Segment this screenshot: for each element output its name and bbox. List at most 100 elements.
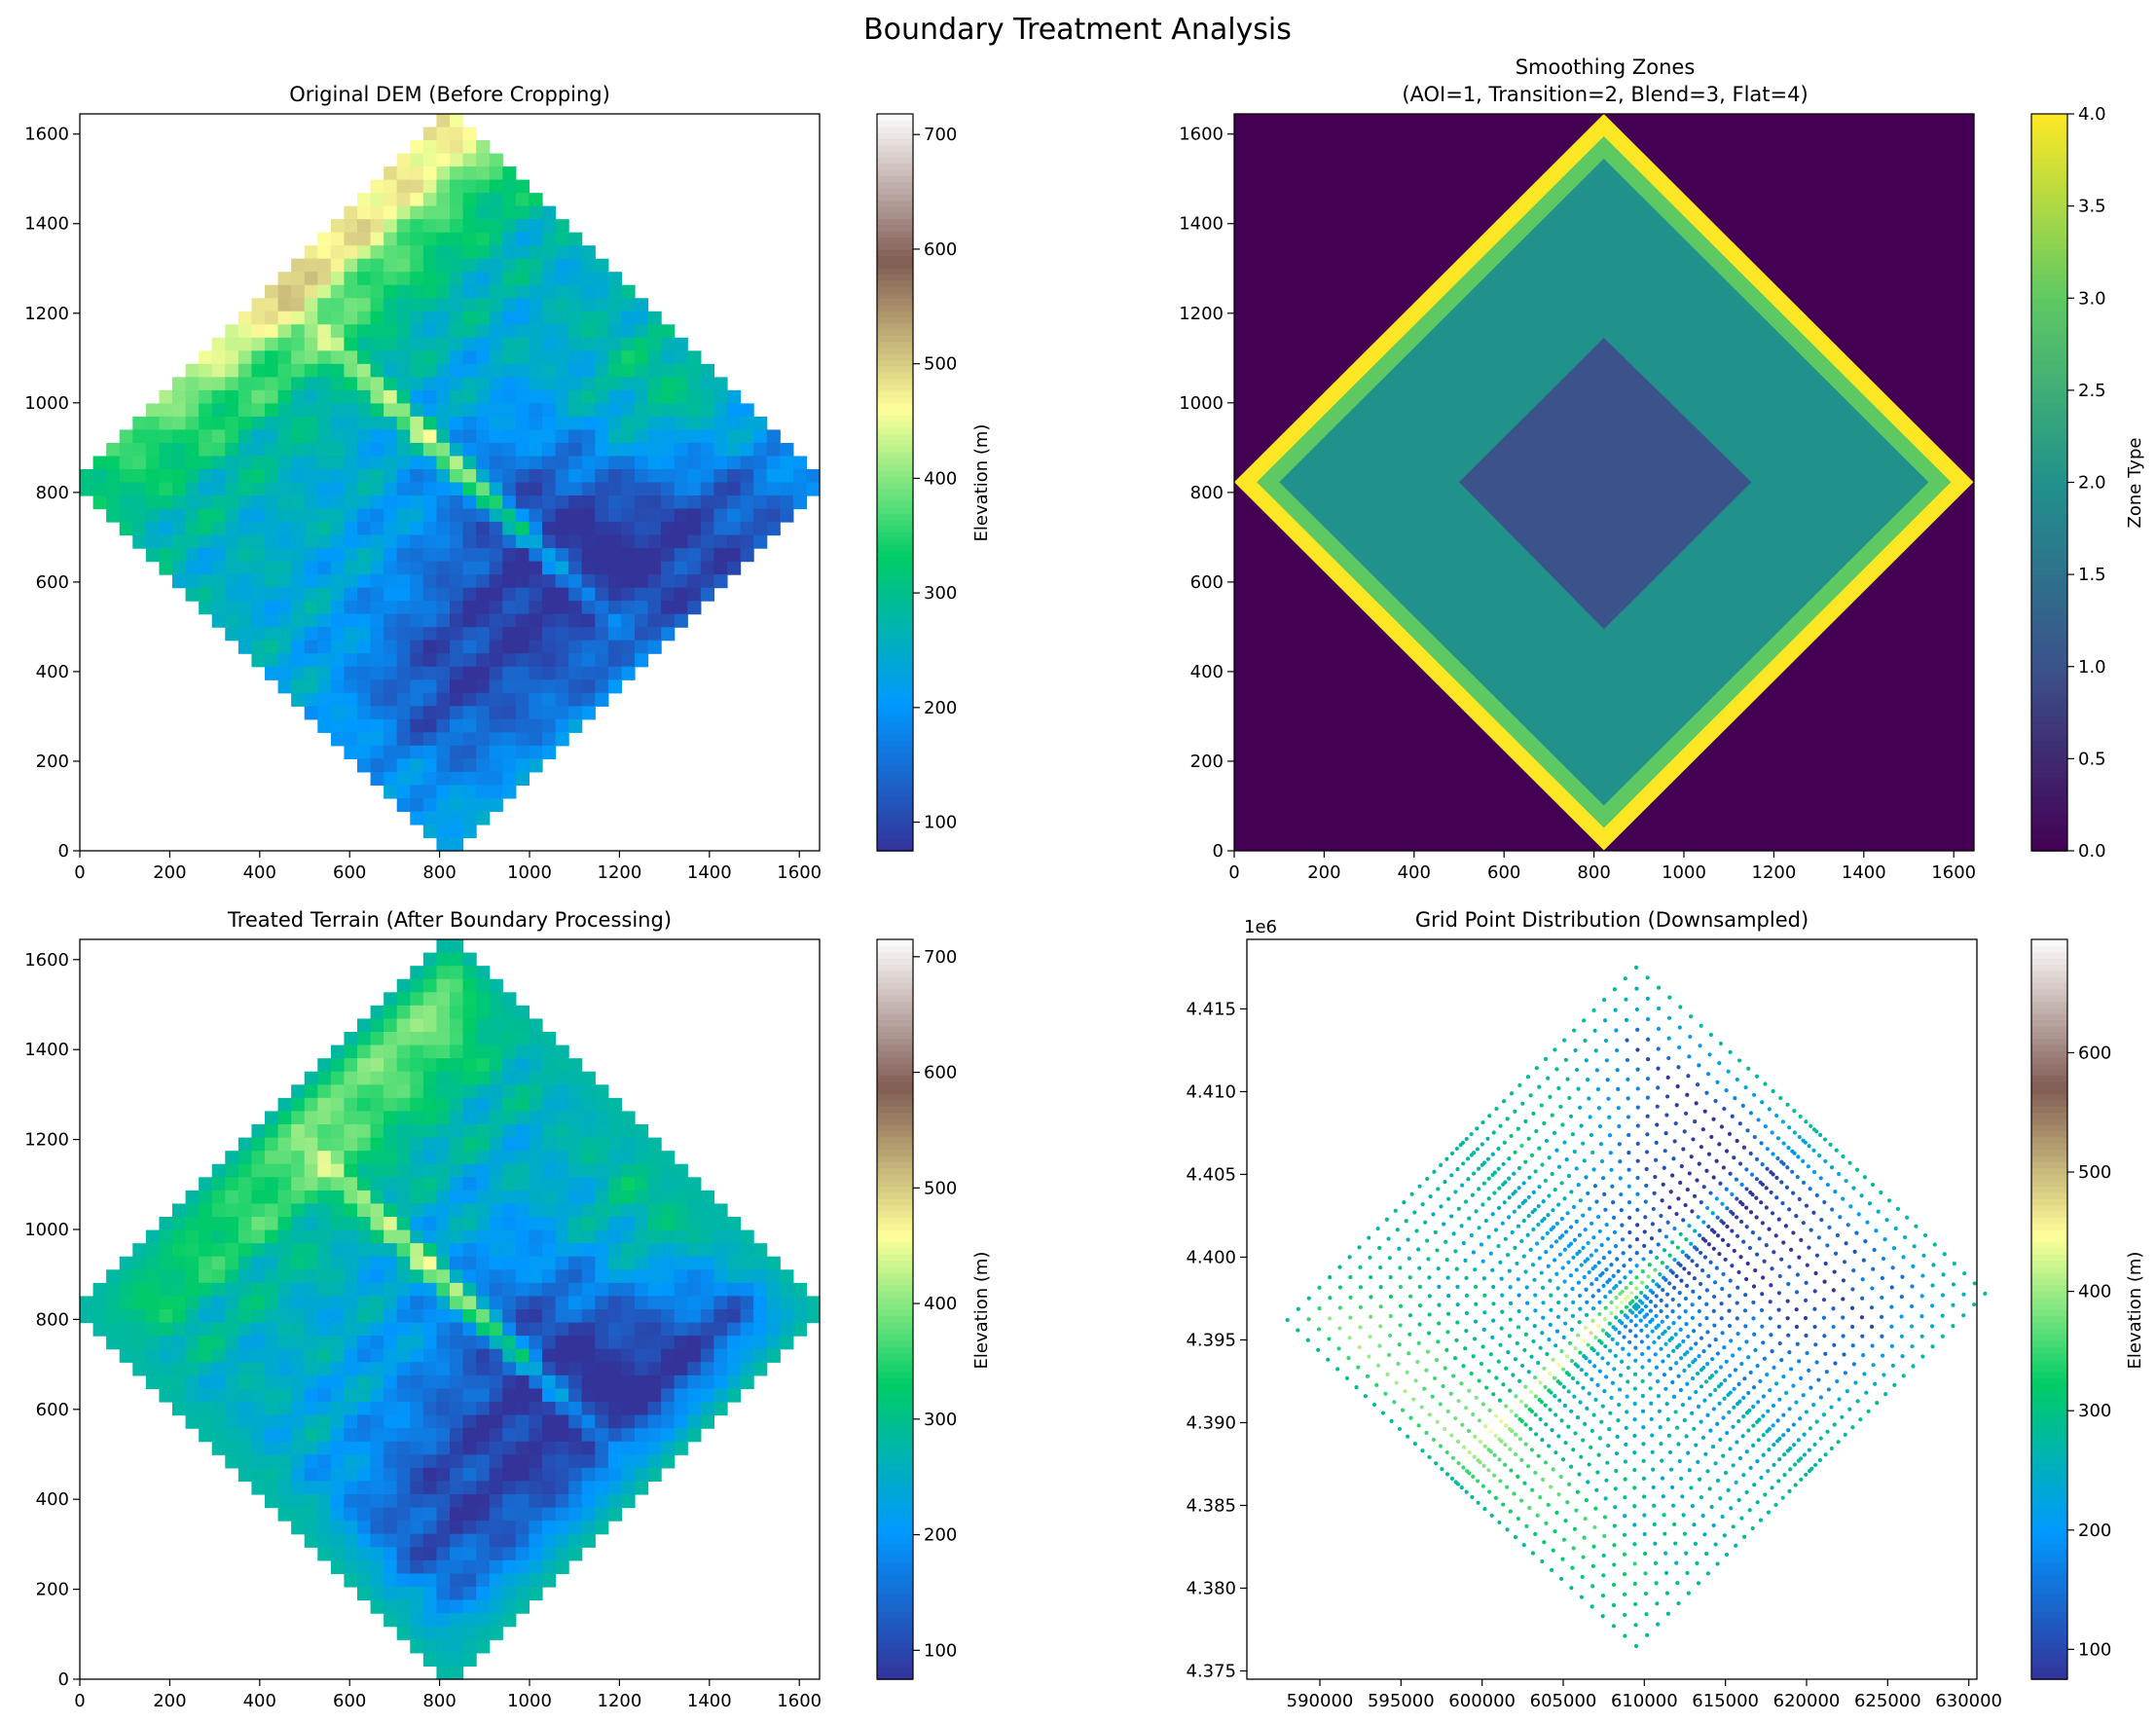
colorbar-original-dem-gradient-step	[877, 267, 913, 275]
dem-treated-cell	[489, 1402, 503, 1416]
dem-treated-cell	[277, 1322, 292, 1337]
grid-point	[1591, 1544, 1596, 1549]
dem-original-cell	[555, 587, 569, 602]
colorbar-smoothing-zones-gradient-step	[2031, 574, 2067, 582]
dem-original-cell	[344, 613, 358, 628]
grid-point	[1557, 1381, 1563, 1386]
dem-treated-cell	[330, 1269, 346, 1284]
colorbar-original-dem-gradient-step	[877, 389, 913, 397]
dem-original-cell	[185, 587, 200, 602]
dem-treated-cell	[357, 1507, 372, 1521]
dem-treated-cell	[238, 1388, 253, 1403]
dem-original-cell	[462, 758, 477, 773]
dem-original-cell	[199, 442, 213, 458]
dem-treated-cell	[489, 1559, 503, 1575]
dem-original-cell	[199, 574, 213, 589]
dem-treated-cell	[450, 1045, 464, 1059]
grid-point	[1612, 1562, 1617, 1567]
dem-original-cell	[330, 377, 346, 391]
grid-point	[1542, 1366, 1547, 1371]
grid-point	[1713, 1461, 1718, 1466]
dem-treated-cell	[555, 1559, 569, 1575]
grid-point	[1411, 1397, 1416, 1402]
grid-point	[1799, 1456, 1804, 1461]
dem-original-cell	[291, 561, 306, 575]
grid-point	[1540, 1285, 1546, 1290]
dem-original-cell	[661, 403, 676, 418]
dem-treated-cell	[462, 1494, 477, 1509]
dem-treated-cell	[384, 1296, 398, 1310]
dem-treated-cell	[568, 1217, 583, 1231]
dem-treated-cell	[476, 1045, 491, 1059]
dem-treated-cell	[489, 1336, 503, 1350]
dem-original-cell	[542, 613, 557, 628]
dem-original-cell	[384, 692, 398, 707]
grid-point	[1466, 1177, 1471, 1182]
grid-point	[1632, 1485, 1637, 1490]
dem-treated-cell	[713, 1243, 728, 1258]
dem-treated-cell	[370, 1018, 384, 1033]
dem-original-cell	[436, 127, 451, 141]
dem-original-cell	[515, 337, 530, 351]
dem-original-cell	[740, 442, 754, 458]
colorbar-label-smoothing-zones: Zone Type	[2125, 438, 2145, 529]
dem-treated-cell	[542, 1217, 557, 1231]
dem-original-cell	[265, 363, 279, 378]
dem-treated-cell	[422, 1203, 438, 1218]
grid-point	[1629, 1291, 1634, 1296]
dem-treated-cell	[119, 1296, 133, 1310]
smoothing-zones-xtick-label: 1600	[1931, 862, 1976, 883]
dem-original-cell	[384, 508, 398, 523]
dem-original-cell	[291, 442, 306, 458]
dem-treated-cell	[106, 1336, 121, 1350]
dem-original-cell	[529, 706, 543, 720]
dem-original-cell	[607, 627, 623, 642]
dem-treated-cell	[581, 1190, 596, 1205]
colorbar-treated-terrain-gradient-step	[877, 1180, 913, 1188]
dem-treated-cell	[317, 1375, 332, 1390]
dem-treated-cell	[277, 1282, 292, 1298]
dem-treated-cell	[225, 1388, 239, 1403]
dem-treated-cell	[159, 1217, 173, 1231]
grid-point	[1701, 1349, 1706, 1354]
dem-treated-cell	[304, 1402, 318, 1416]
grid-point	[1589, 1445, 1593, 1450]
dem-original-cell	[396, 640, 411, 654]
colorbar-original-dem-gradient-step	[877, 500, 913, 508]
dem-treated-cell	[502, 1414, 517, 1429]
colorbar-smoothing-zones-gradient-step	[2031, 740, 2067, 748]
grid-point	[1559, 1418, 1564, 1423]
grid-point	[1717, 1401, 1722, 1406]
dem-original-cell	[436, 140, 451, 155]
dem-original-cell	[436, 837, 451, 852]
dem-treated-cell	[515, 1587, 530, 1601]
dem-treated-cell	[436, 1018, 451, 1033]
dem-treated-cell	[410, 1494, 424, 1509]
dem-original-cell	[542, 561, 557, 575]
dem-original-cell	[529, 245, 543, 260]
grid-point	[1593, 1248, 1598, 1253]
grid-point	[1710, 1445, 1716, 1449]
dem-original-cell	[291, 548, 306, 563]
grid-point	[1641, 1458, 1646, 1463]
dem-original-cell	[515, 272, 530, 286]
grid-point	[1673, 1541, 1678, 1546]
dem-original-cell	[674, 442, 688, 458]
dem-original-cell	[225, 337, 239, 351]
dem-original-cell	[330, 679, 346, 694]
dem-original-cell	[555, 601, 569, 615]
dem-treated-cell	[450, 1163, 464, 1178]
dem-treated-cell	[542, 1559, 557, 1575]
grid-point	[1695, 1371, 1700, 1376]
colorbar-original-dem-gradient-step	[877, 562, 913, 569]
dem-original-cell	[674, 574, 688, 589]
grid-point	[1623, 1477, 1627, 1482]
dem-treated-cell	[211, 1348, 226, 1363]
colorbar-treated-terrain-gradient-step	[877, 945, 913, 953]
dem-treated-cell	[357, 1362, 372, 1376]
dem-original-cell	[211, 613, 226, 628]
dem-original-cell	[555, 442, 569, 458]
grid-point	[1455, 1439, 1461, 1444]
dem-original-cell	[396, 456, 411, 470]
grid-point	[1569, 1464, 1574, 1469]
